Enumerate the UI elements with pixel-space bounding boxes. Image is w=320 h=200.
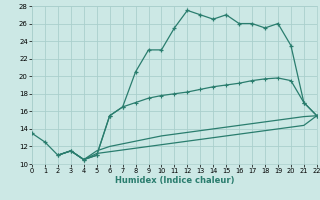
- X-axis label: Humidex (Indice chaleur): Humidex (Indice chaleur): [115, 176, 234, 185]
